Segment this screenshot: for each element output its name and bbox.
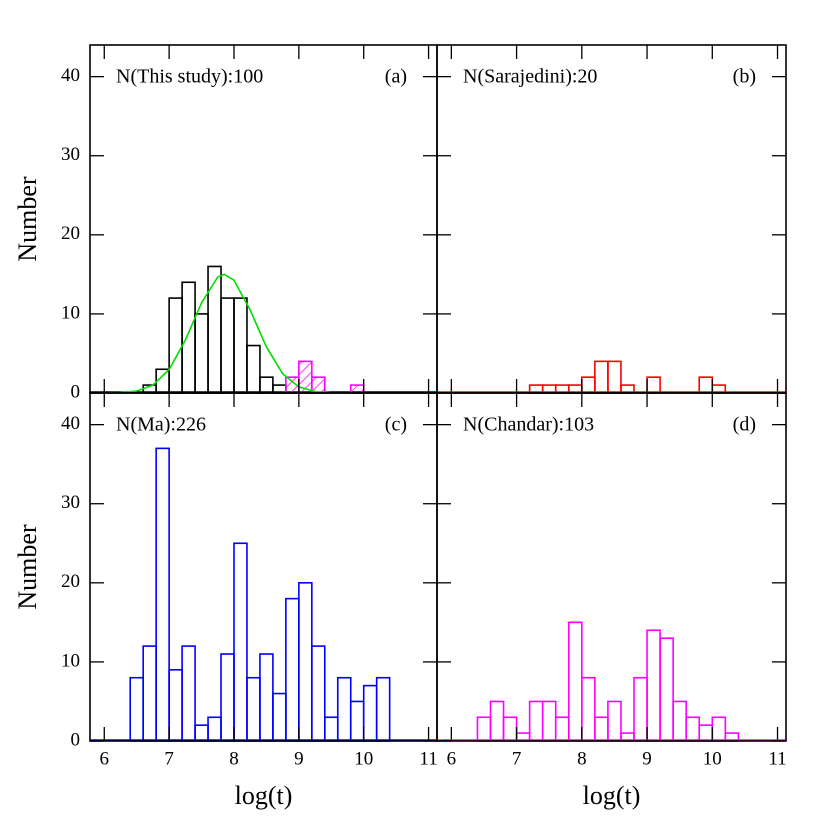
histogram-bar [246, 676, 261, 742]
histogram-bar [659, 637, 674, 742]
y-tick-label: 30 [61, 492, 80, 513]
x-tick-label: 7 [164, 748, 174, 769]
histogram-bar [220, 653, 235, 742]
panel-label: (a) [385, 66, 407, 88]
panel-annotation: N(This study):100 [116, 66, 263, 88]
histogram-bar [194, 313, 209, 394]
histogram-bar [672, 700, 687, 742]
histogram-bar [298, 582, 313, 742]
y-tick-label: 40 [61, 65, 80, 86]
panel-frame [89, 392, 438, 742]
histogram-bar [581, 376, 596, 394]
histogram-bar [685, 716, 701, 742]
histogram-bar [607, 360, 622, 394]
histogram-bar [698, 376, 714, 394]
histogram-bar [207, 265, 222, 394]
histogram-bar [476, 716, 492, 742]
histogram-bar [155, 447, 170, 742]
histogram-bar [246, 344, 261, 394]
y-tick-label: 10 [61, 650, 80, 671]
histogram-bar [554, 716, 570, 742]
panel-label: (c) [385, 414, 407, 436]
histogram-bar [541, 700, 557, 742]
histogram-bar [375, 676, 391, 742]
histogram-bar [489, 700, 505, 742]
overlay-bar [349, 384, 365, 394]
panel-annotation: N(Sarajedini):20 [463, 66, 597, 88]
x-tick-label: 9 [642, 748, 652, 769]
histogram-bar [181, 645, 196, 742]
x-tick-label: 6 [100, 748, 110, 769]
x-tick-label: 11 [419, 748, 437, 769]
panel-frame [436, 392, 787, 742]
histogram-bar [323, 716, 339, 742]
y-tick-label: 40 [61, 413, 80, 434]
histogram-bar [633, 676, 648, 742]
histogram-bar [711, 716, 727, 742]
x-tick-label: 10 [354, 748, 373, 769]
fit-curve [104, 273, 348, 394]
x-tick-label: 11 [768, 748, 786, 769]
panel-label: (b) [733, 66, 756, 88]
panel-annotation: N(Ma):226 [116, 414, 206, 436]
histogram-bar [259, 376, 274, 394]
histogram-bar [528, 700, 544, 742]
y-axis-label: Number [13, 524, 42, 610]
histogram-bar [502, 716, 518, 742]
x-tick-label: 7 [512, 748, 522, 769]
y-tick-label: 10 [61, 302, 80, 323]
histogram-bar [220, 297, 235, 394]
x-tick-label: 8 [577, 748, 587, 769]
histogram-bar [233, 297, 248, 394]
histogram-bar [194, 724, 209, 742]
y-axis-label: Number [13, 176, 42, 262]
y-tick-label: 30 [61, 144, 80, 165]
histogram-bar [362, 684, 378, 742]
histogram-bar [594, 716, 609, 742]
panel-label: (d) [733, 414, 756, 436]
panel-frame [436, 44, 787, 394]
histogram-bar [181, 281, 196, 394]
histogram-bar [259, 653, 274, 742]
x-tick-label: 10 [703, 748, 722, 769]
x-axis-label: log(t) [235, 781, 293, 810]
histogram-bar [646, 629, 661, 742]
histogram-bar [581, 676, 596, 742]
histogram-bar [207, 716, 222, 742]
histogram-bar [349, 700, 365, 742]
y-tick-label: 0 [71, 729, 81, 750]
x-tick-label: 6 [447, 748, 457, 769]
histogram-bar [698, 724, 714, 742]
histogram-bar [311, 645, 326, 742]
panel-annotation: N(Chandar):103 [463, 414, 594, 436]
histogram-bar [168, 669, 183, 742]
y-tick-label: 0 [71, 381, 81, 402]
y-tick-label: 20 [61, 571, 80, 592]
histogram-bar [129, 676, 144, 742]
histogram-bar [142, 645, 157, 742]
histogram-bar [646, 376, 661, 394]
histogram-bar [168, 297, 183, 394]
x-tick-label: 9 [294, 748, 304, 769]
histogram-bar [285, 597, 300, 742]
x-tick-label: 8 [229, 748, 239, 769]
histogram-bar [567, 621, 583, 742]
histogram-bar [272, 692, 287, 742]
y-tick-label: 20 [61, 223, 80, 244]
x-axis-label: log(t) [583, 781, 641, 810]
histogram-bar [336, 676, 352, 742]
histogram-bar [233, 542, 248, 742]
histogram-bar [607, 700, 622, 742]
histogram-bar [594, 360, 609, 394]
